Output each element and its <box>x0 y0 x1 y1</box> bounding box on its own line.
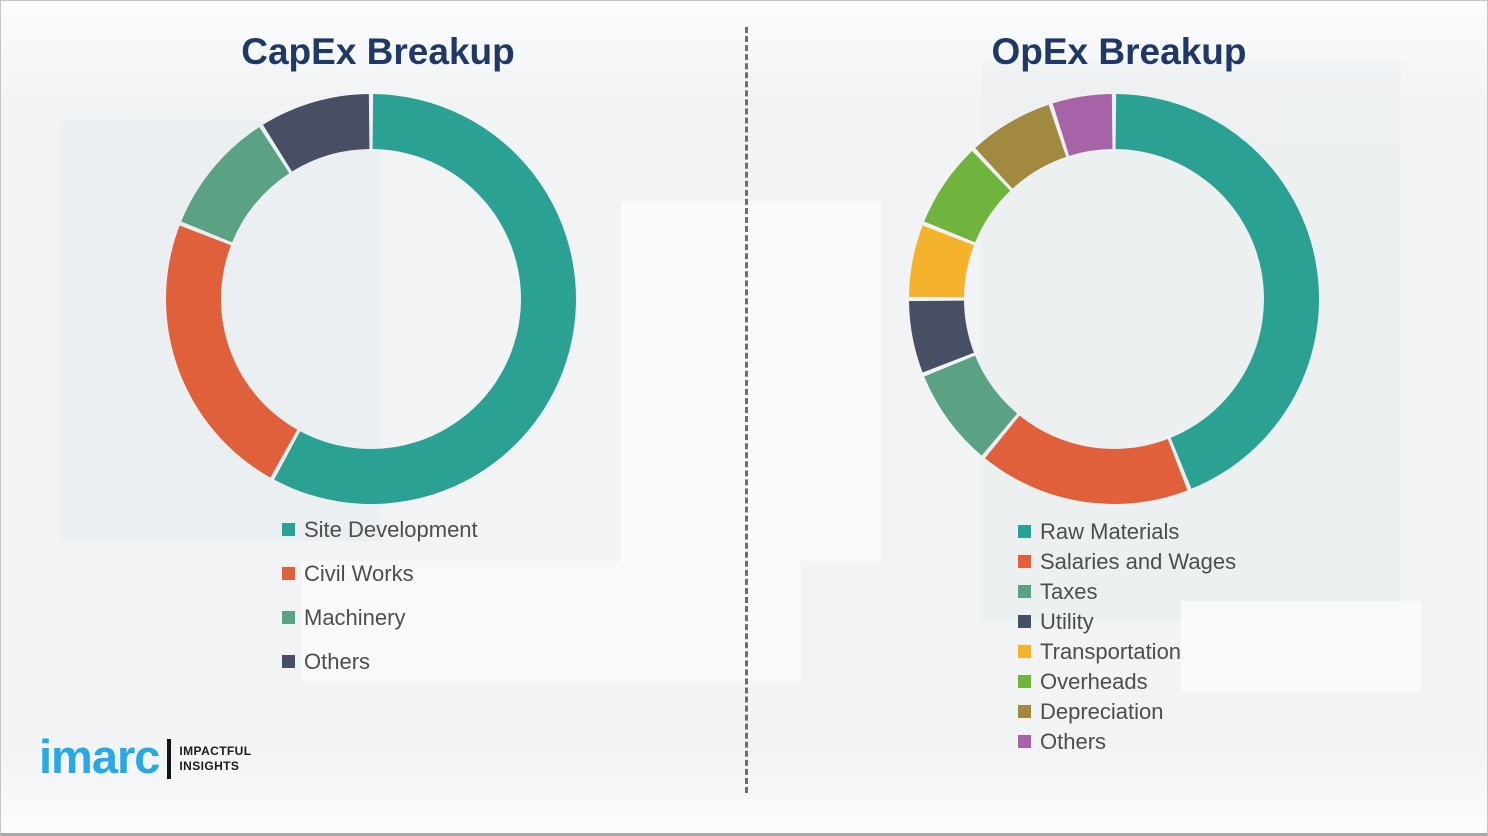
donut-segment-others <box>262 94 370 172</box>
legend-item-raw-materials: Raw Materials <box>1018 518 1236 544</box>
background-watermark <box>621 201 881 561</box>
legend-swatch-raw-materials <box>1018 525 1031 538</box>
legend-item-salaries-and-wages: Salaries and Wages <box>1018 548 1237 574</box>
legend-swatch-overheads <box>1018 675 1031 688</box>
legend-swatch-transportation <box>1018 645 1031 658</box>
dashed-divider-line <box>745 27 748 793</box>
legend-label: Taxes <box>1040 578 1098 604</box>
opex-chart-title: OpEx Breakup <box>991 31 1247 72</box>
legend-swatch-taxes <box>1018 585 1031 598</box>
legend-item-others: Others <box>1018 728 1236 754</box>
legend-item-site-development: Site Development <box>282 516 478 542</box>
donut-segment-salaries-and-wages <box>984 415 1188 504</box>
donut-segment-civil-works <box>166 225 298 478</box>
capex-chart-title: CapEx Breakup <box>241 31 515 72</box>
imarc-logo: imarc IMPACTFUL INSIGHTS <box>39 733 251 780</box>
legend-item-civil-works: Civil Works <box>282 560 478 586</box>
legend-item-machinery: Machinery <box>282 604 478 630</box>
opex-donut-chart <box>909 94 1319 504</box>
imarc-logo-divider-bar <box>167 738 172 779</box>
legend-label: Raw Materials <box>1040 518 1180 544</box>
capex-donut-chart <box>166 94 576 504</box>
legend-swatch-utility <box>1018 615 1031 628</box>
legend-item-depreciation: Depreciation <box>1018 698 1236 724</box>
legend-swatch-machinery <box>282 611 295 624</box>
legend-item-taxes: Taxes <box>1018 578 1236 604</box>
legend-swatch-others <box>1018 735 1031 748</box>
donut-segment-site-development <box>274 94 576 504</box>
legend-item-overheads: Overheads <box>1018 668 1236 694</box>
legend-swatch-civil-works <box>282 567 295 580</box>
legend-swatch-others <box>282 655 295 668</box>
legend-item-utility: Utility <box>1018 608 1236 634</box>
imarc-tagline-line2: INSIGHTS <box>179 758 240 773</box>
legend-label: Utility <box>1040 608 1094 634</box>
donut-segment-utility <box>909 300 974 373</box>
donut-segment-taxes <box>924 355 1018 456</box>
legend-label: Depreciation <box>1040 698 1164 724</box>
donut-segment-machinery <box>181 127 290 243</box>
donut-segment-depreciation <box>975 104 1067 189</box>
legend-label: Others <box>1040 728 1107 754</box>
opex-donut-svg <box>909 94 1319 504</box>
donut-segment-raw-materials <box>1115 94 1319 489</box>
legend-swatch-salaries-and-wages <box>1018 555 1031 568</box>
imarc-logo-text: imarc <box>39 730 160 783</box>
donut-segment-others <box>1052 94 1113 156</box>
legend-label: Site Development <box>304 516 478 542</box>
legend-label: Salaries and Wages <box>1040 548 1237 574</box>
legend-label: Overheads <box>1040 668 1148 694</box>
legend-label: Civil Works <box>304 560 414 586</box>
legend-label: Others <box>304 648 371 674</box>
imarc-tagline-line1: IMPACTFUL <box>179 744 252 759</box>
legend-swatch-depreciation <box>1018 705 1031 718</box>
legend-swatch-site-development <box>282 523 295 536</box>
opex-legend: Raw Materials Salaries and Wages Taxes Util… <box>1018 518 1237 760</box>
legend-item-transportation: Transportation <box>1018 638 1236 664</box>
capex-legend: Site Development Civil Works Machinery Othe… <box>282 516 478 694</box>
capex-donut-svg <box>166 94 576 504</box>
legend-label: Machinery <box>304 604 406 630</box>
donut-segment-transportation <box>909 225 974 298</box>
donut-segment-overheads <box>924 151 1011 243</box>
imarc-logo-tagline: IMPACTFUL INSIGHTS <box>179 744 251 773</box>
legend-label: Transportation <box>1040 638 1182 664</box>
legend-item-others: Others <box>282 648 478 674</box>
